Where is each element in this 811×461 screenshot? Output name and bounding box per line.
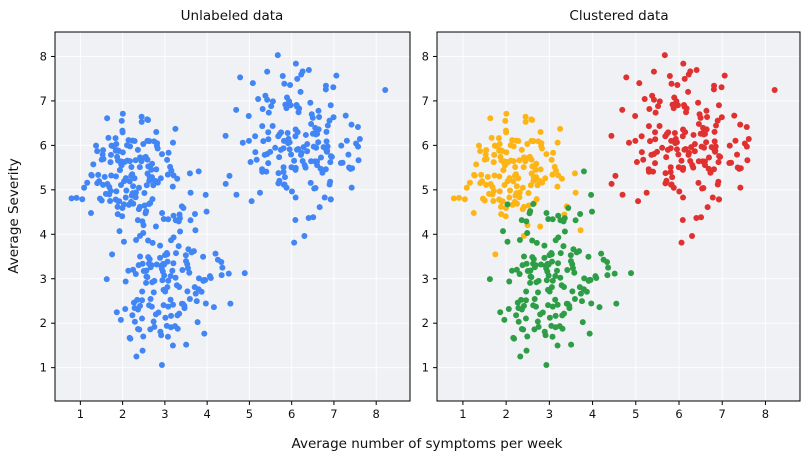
svg-text:3: 3 bbox=[40, 272, 47, 286]
svg-text:4: 4 bbox=[203, 407, 210, 421]
x-axis-label: Average number of symptoms per week bbox=[291, 436, 563, 452]
svg-text:8: 8 bbox=[373, 407, 380, 421]
svg-text:2: 2 bbox=[502, 407, 509, 421]
svg-text:1: 1 bbox=[459, 407, 466, 421]
svg-text:3: 3 bbox=[422, 272, 429, 286]
svg-text:1: 1 bbox=[422, 361, 429, 375]
panel-left-title: Unlabeled data bbox=[180, 8, 284, 24]
svg-text:7: 7 bbox=[40, 94, 47, 108]
svg-text:7: 7 bbox=[422, 94, 429, 108]
svg-text:7: 7 bbox=[330, 407, 337, 421]
panel-right-title: Clustered data bbox=[569, 8, 669, 24]
svg-text:3: 3 bbox=[161, 407, 168, 421]
svg-text:3: 3 bbox=[546, 407, 553, 421]
svg-text:8: 8 bbox=[40, 49, 47, 63]
svg-text:4: 4 bbox=[40, 227, 47, 241]
svg-text:2: 2 bbox=[422, 316, 429, 330]
svg-text:8: 8 bbox=[422, 49, 429, 63]
svg-text:1: 1 bbox=[77, 407, 84, 421]
svg-text:6: 6 bbox=[288, 407, 295, 421]
svg-text:7: 7 bbox=[719, 407, 726, 421]
svg-text:2: 2 bbox=[40, 316, 47, 330]
svg-text:2: 2 bbox=[119, 407, 126, 421]
svg-text:5: 5 bbox=[632, 407, 639, 421]
svg-text:6: 6 bbox=[40, 138, 47, 152]
svg-text:5: 5 bbox=[40, 183, 47, 197]
svg-text:1: 1 bbox=[40, 361, 47, 375]
svg-text:8: 8 bbox=[762, 407, 769, 421]
svg-text:4: 4 bbox=[422, 227, 429, 241]
svg-text:5: 5 bbox=[246, 407, 253, 421]
svg-text:4: 4 bbox=[589, 407, 596, 421]
svg-text:5: 5 bbox=[422, 183, 429, 197]
svg-text:6: 6 bbox=[422, 138, 429, 152]
svg-text:6: 6 bbox=[675, 407, 682, 421]
